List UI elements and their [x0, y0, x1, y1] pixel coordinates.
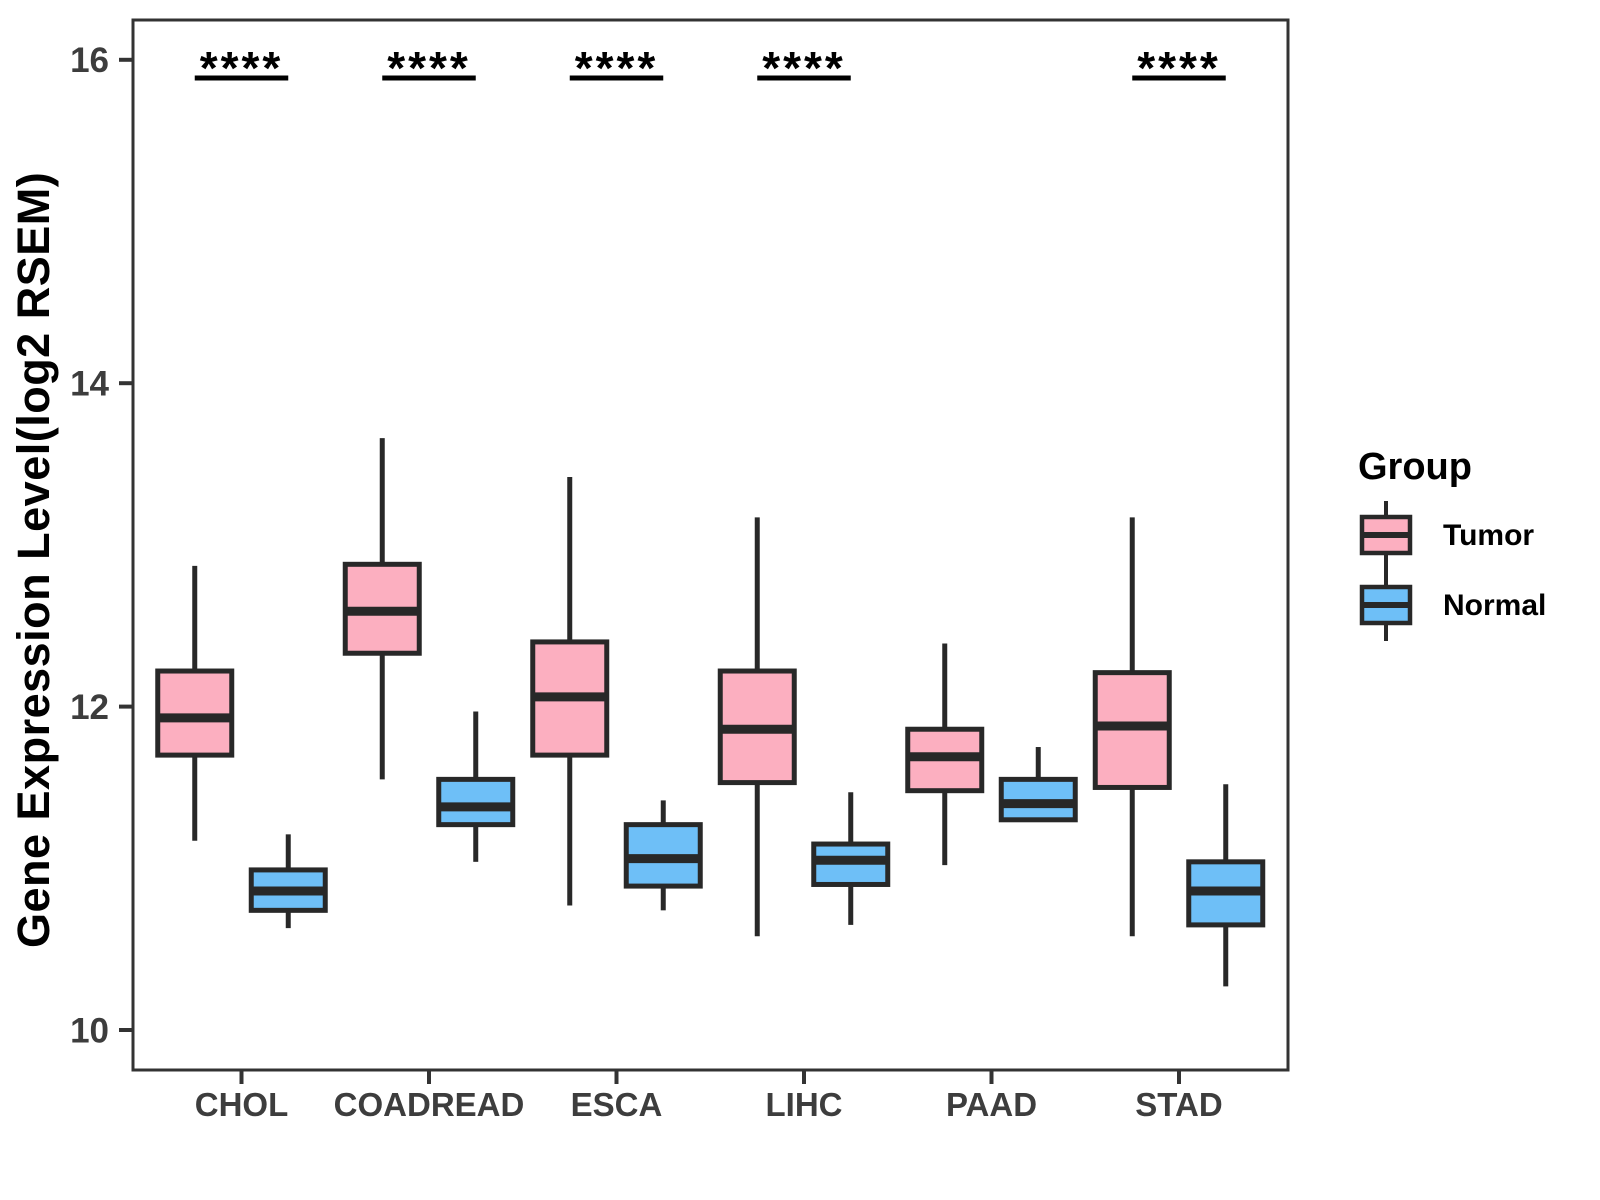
legend: Group Tumor Normal	[1358, 446, 1598, 641]
legend-label-tumor: Tumor	[1443, 519, 1535, 552]
normal-box-COADREAD	[436, 776, 516, 828]
y-tick-label: 12	[70, 688, 109, 727]
x-tick-label: ESCA	[571, 1086, 663, 1123]
x-tick-label: CHOL	[195, 1086, 289, 1123]
legend-label-normal: Normal	[1443, 589, 1547, 622]
significance-stars: ****	[762, 42, 846, 94]
y-tick-label: 10	[70, 1011, 109, 1050]
significance-stars: ****	[1137, 42, 1221, 94]
x-tick-label: STAD	[1135, 1086, 1222, 1123]
x-tick-label: PAAD	[946, 1086, 1037, 1123]
legend-title: Group	[1358, 446, 1472, 488]
significance-stars: ****	[387, 42, 471, 94]
boxplot-glyph-tumor-icon	[1359, 501, 1413, 571]
y-tick-label: 16	[70, 41, 109, 80]
significance-stars: ****	[200, 42, 284, 94]
significance-stars: ****	[575, 42, 659, 94]
panel-border	[131, 18, 1290, 1072]
y-axis-title: Gene Expression Level(log2 RSEM)	[8, 171, 59, 949]
y-tick-label: 14	[70, 364, 109, 403]
tumor-box-CHOL	[155, 668, 235, 758]
x-tick-label: COADREAD	[334, 1086, 525, 1123]
legend-item-tumor: Tumor	[1358, 501, 1598, 571]
legend-item-normal: Normal	[1358, 571, 1598, 641]
boxplot-glyph-normal-icon	[1359, 571, 1413, 641]
x-tick-label: LIHC	[766, 1086, 843, 1123]
